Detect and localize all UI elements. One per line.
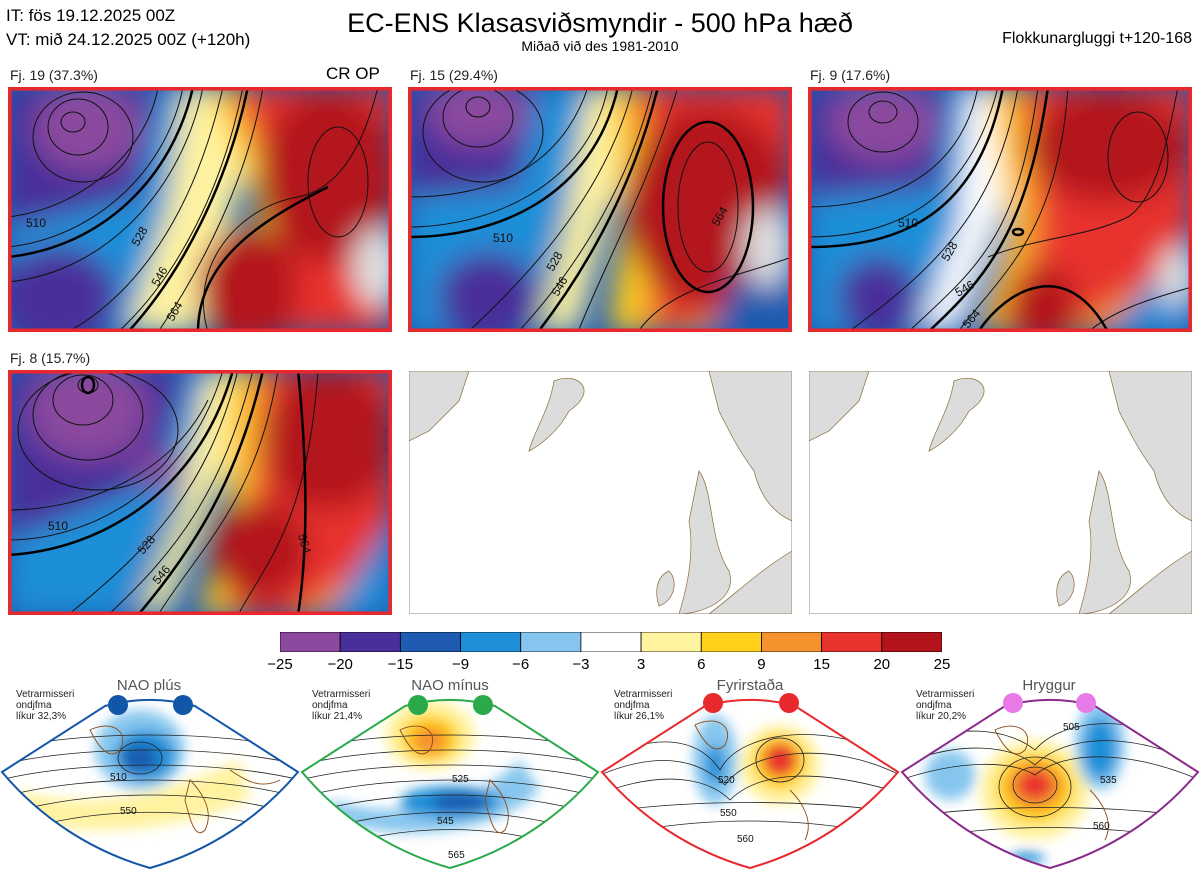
colorbar-swatch: [339, 631, 401, 653]
regime-contour-label: 505: [1063, 722, 1080, 733]
colorbar: [279, 631, 943, 653]
page-subtitle: Miðað við des 1981-2010: [521, 38, 679, 54]
colorbar-swatch: [821, 631, 883, 653]
colorbar-tick-label: 15: [813, 656, 830, 673]
cluster-map-3: 510 528 546 564: [808, 87, 1192, 332]
cluster-map-2: 510 528 546 564: [408, 87, 792, 332]
empty-map-6: [809, 371, 1192, 614]
regime-contour-label: 510: [110, 772, 127, 783]
colorbar-tick-label: −20: [327, 656, 353, 673]
colorbar-tick-label: −3: [572, 656, 590, 673]
colorbar-swatch: [460, 631, 522, 653]
regime-note-1: Vetrarmisseri ondjfma líkur 32,3%: [16, 689, 75, 722]
regime-note-3: Vetrarmisseri ondjfma líkur 26,1%: [614, 689, 673, 722]
colorbar-swatch: [520, 631, 582, 653]
regime-contour-label: 545: [437, 816, 454, 827]
regime-contour-label: 550: [720, 808, 737, 819]
cluster-map-1: 510 528 546 564: [8, 87, 392, 332]
cluster-label-4: Fj. 8 (15.7%): [10, 350, 91, 366]
regime-note-2: Vetrarmisseri ondjfma líkur 21,4%: [312, 689, 371, 722]
colorbar-swatch: [700, 631, 762, 653]
regime-title-nao-minus: NAO mínus: [411, 677, 489, 694]
regime-note-4: Vetrarmisseri ondjfma líkur 20,2%: [916, 689, 975, 722]
regime-map-nao-plus: 510 550: [0, 690, 300, 871]
contour-label: 564: [295, 532, 314, 555]
it-line: IT: fös 19.12.2025 00Z: [6, 6, 176, 25]
regime-map-blocking: 520 550 560: [600, 690, 900, 871]
colorbar-tick-label: 9: [757, 656, 766, 673]
page-title: EC-ENS Klasasviðsmyndir - 500 hPa hæð: [347, 8, 853, 38]
regime-map-ridge: 505 535 560: [900, 690, 1200, 871]
window-label: Flokkunargluggi t+120-168: [1002, 30, 1192, 47]
empty-map-5: [409, 371, 792, 614]
cluster-map-4: 510 528 546 564: [8, 370, 392, 615]
colorbar-swatch: [761, 631, 823, 653]
regime-title-ridge: Hryggur: [1022, 677, 1076, 694]
contour-label: 510: [493, 231, 513, 245]
regime-map-nao-minus: 525 545 565: [300, 690, 600, 871]
colorbar-swatch: [580, 631, 642, 653]
colorbar-tick-label: −6: [512, 656, 530, 673]
colorbar-swatch: [279, 631, 341, 653]
regime-title-nao-plus: NAO plús: [116, 677, 182, 694]
colorbar-swatch: [399, 631, 461, 653]
colorbar-tick-label: −15: [387, 656, 414, 673]
colorbar-tick-label: −9: [451, 656, 470, 673]
colorbar-tick-label: 25: [933, 656, 951, 673]
cr-op-label: CR OP: [326, 64, 380, 83]
cluster-label-1: Fj. 19 (37.3%): [10, 67, 98, 83]
regime-contour-label: 550: [120, 806, 137, 817]
colorbar-swatch: [640, 631, 702, 653]
colorbar-swatch: [881, 631, 943, 653]
regime-contour-label: 565: [448, 850, 465, 861]
colorbar-tick-label: −25: [267, 656, 293, 673]
regime-contour-label: 535: [1100, 775, 1117, 786]
regime-title-blocking: Fyrirstaða: [716, 677, 784, 694]
cluster-label-2: Fj. 15 (29.4%): [410, 67, 498, 83]
vt-line: VT: mið 24.12.2025 00Z (+120h): [6, 30, 251, 49]
regime-contour-label: 520: [718, 775, 735, 786]
regime-contour-label: 525: [452, 774, 469, 785]
colorbar-tick-label: 20: [873, 656, 891, 673]
cluster-label-3: Fj. 9 (17.6%): [810, 67, 891, 83]
header-info: IT: fös 19.12.2025 00Z VT: mið 24.12.202…: [6, 4, 250, 52]
contour-label: 510: [26, 216, 46, 230]
contour-label: 510: [898, 216, 918, 230]
contour-label: 510: [48, 519, 68, 533]
regime-contour-label: 560: [1093, 821, 1110, 832]
regime-contour-label: 560: [737, 834, 754, 845]
colorbar-tick-label: 3: [636, 656, 646, 673]
colorbar-tick-label: 6: [697, 656, 706, 673]
